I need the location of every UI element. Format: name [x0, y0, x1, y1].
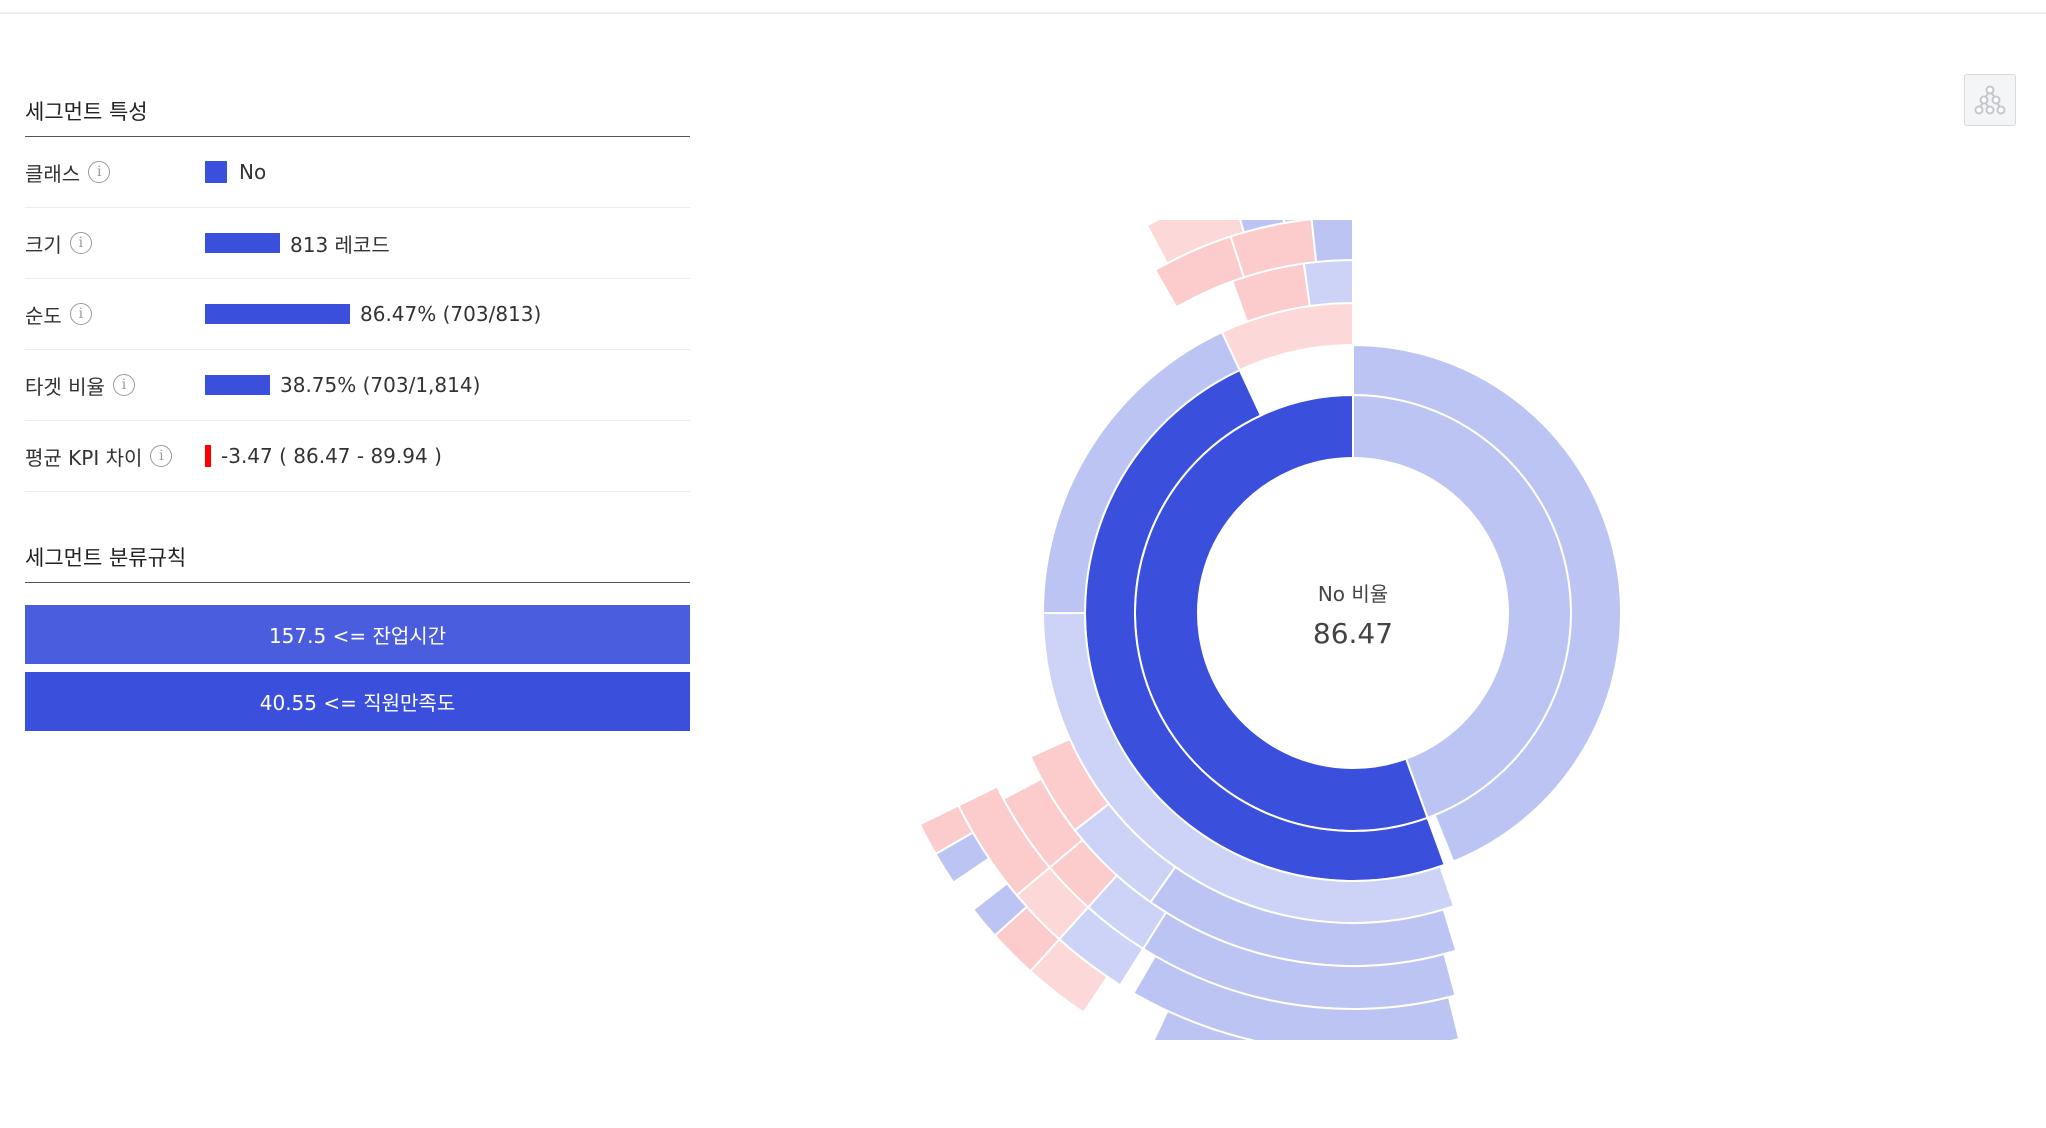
class-swatch [205, 161, 227, 183]
info-icon[interactable]: i [69, 303, 92, 325]
rule-item[interactable]: 157.5 <= 잔업시간 [25, 605, 690, 664]
characteristics-title: 세그먼트 특성 [25, 96, 690, 137]
size-bar [205, 233, 280, 253]
rules-title: 세그먼트 분류규칙 [25, 542, 690, 583]
info-icon[interactable]: i [112, 374, 135, 396]
sunburst-segment[interactable] [1220, 301, 1354, 372]
rule-item[interactable]: 40.55 <= 직원만족도 [25, 672, 690, 731]
size-value: 813 레코드 [290, 232, 390, 257]
tree-icon [1974, 85, 2006, 115]
tree-view-button[interactable] [1964, 74, 2016, 126]
sunburst-segment[interactable] [1310, 220, 1354, 264]
size-label: 크기 [25, 232, 62, 257]
target-ratio-value: 38.75% (703/1,814) [280, 373, 481, 397]
segment-panel: 세그먼트 특성 클래스 i No 크기 i 813 레코드 순도 i 86.47… [25, 96, 690, 731]
target-ratio-row: 타겟 비율 i 38.75% (703/1,814) [25, 350, 690, 421]
info-icon[interactable]: i [88, 161, 111, 183]
purity-value: 86.47% (703/813) [360, 302, 542, 326]
sunburst-arcs [918, 220, 1620, 1040]
sunburst-segment[interactable] [918, 804, 975, 856]
target-ratio-bar [205, 375, 270, 395]
center-value: 86.47 [1313, 617, 1393, 650]
top-divider [0, 0, 2046, 14]
class-label: 클래스 [25, 161, 81, 186]
sunburst-segment[interactable] [1132, 954, 1461, 1040]
info-icon[interactable]: i [150, 445, 173, 467]
sunburst-segment[interactable] [971, 881, 1029, 937]
class-value: No [239, 160, 267, 184]
class-row: 클래스 i No [25, 137, 690, 208]
sunburst-segment[interactable] [957, 785, 1052, 897]
kpi-diff-marker [205, 445, 211, 467]
target-ratio-label: 타겟 비율 [25, 374, 105, 399]
sunburst-segment[interactable] [1302, 258, 1354, 308]
size-row: 크기 i 813 레코드 [25, 208, 690, 279]
sunburst-segment[interactable] [1352, 343, 1620, 863]
kpi-row: 평균 KPI 차이 i -3.47 ( 86.47 - 89.94 ) [25, 421, 690, 492]
kpi-label: 평균 KPI 차이 [25, 445, 143, 470]
kpi-value: -3.47 ( 86.47 - 89.94 ) [221, 444, 442, 468]
info-icon[interactable]: i [69, 232, 92, 254]
sunburst-segment[interactable] [1149, 1009, 1453, 1040]
center-label: No 비율 [1318, 582, 1388, 606]
purity-row: 순도 i 86.47% (703/813) [25, 279, 690, 350]
sunburst-chart: No 비율 86.47 [918, 220, 1620, 1040]
sunburst-segment[interactable] [1277, 220, 1326, 225]
purity-label: 순도 [25, 303, 62, 328]
purity-bar [205, 304, 350, 324]
